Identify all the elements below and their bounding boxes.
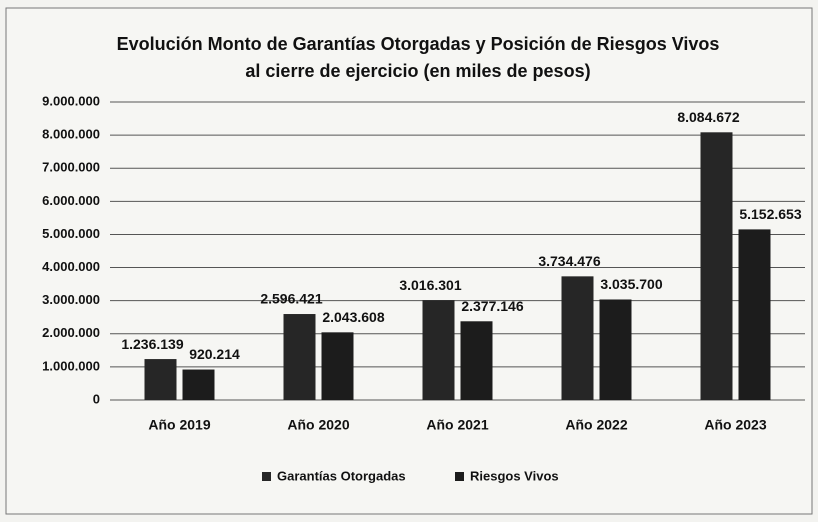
- x-tick-label: Año 2022: [565, 417, 627, 433]
- legend-swatch: [262, 472, 271, 481]
- legend-label: Riesgos Vivos: [470, 468, 559, 483]
- value-label: 3.734.476: [538, 253, 600, 269]
- value-label: 2.377.146: [461, 298, 523, 314]
- bar: [283, 314, 316, 400]
- bar: [182, 369, 215, 400]
- y-tick-label: 9.000.000: [42, 93, 100, 108]
- x-tick-label: Año 2023: [704, 417, 766, 433]
- chart-title: Evolución Monto de Garantías Otorgadas y…: [117, 34, 720, 54]
- value-label: 2.596.421: [260, 291, 322, 307]
- bar: [738, 229, 771, 400]
- x-tick-label: Año 2020: [287, 417, 349, 433]
- x-tick-label: Año 2019: [148, 417, 210, 433]
- y-tick-label: 7.000.000: [42, 160, 100, 175]
- bar: [460, 321, 493, 400]
- value-label: 3.016.301: [399, 277, 461, 293]
- y-tick-label: 2.000.000: [42, 325, 100, 340]
- value-label: 2.043.608: [322, 309, 384, 325]
- value-label: 8.084.672: [677, 109, 739, 125]
- y-tick-label: 0: [93, 391, 100, 406]
- y-tick-label: 1.000.000: [42, 358, 100, 373]
- value-label: 920.214: [189, 346, 240, 362]
- value-label: 5.152.653: [739, 206, 801, 222]
- y-tick-label: 6.000.000: [42, 193, 100, 208]
- legend-swatch: [455, 472, 464, 481]
- x-tick-label: Año 2021: [426, 417, 488, 433]
- chart-frame: [5, 7, 813, 515]
- bar: [561, 276, 594, 400]
- value-label: 3.035.700: [600, 276, 662, 292]
- y-tick-label: 8.000.000: [42, 127, 100, 142]
- chart-subtitle: al cierre de ejercicio (en miles de peso…: [245, 61, 590, 81]
- value-label: 1.236.139: [121, 336, 183, 352]
- bar: [321, 332, 354, 400]
- bar: [700, 132, 733, 400]
- bar: [599, 299, 632, 400]
- y-tick-label: 5.000.000: [42, 226, 100, 241]
- legend-label: Garantías Otorgadas: [277, 468, 406, 483]
- y-tick-label: 4.000.000: [42, 259, 100, 274]
- bar: [422, 300, 455, 400]
- y-tick-label: 3.000.000: [42, 292, 100, 307]
- bar: [144, 359, 177, 400]
